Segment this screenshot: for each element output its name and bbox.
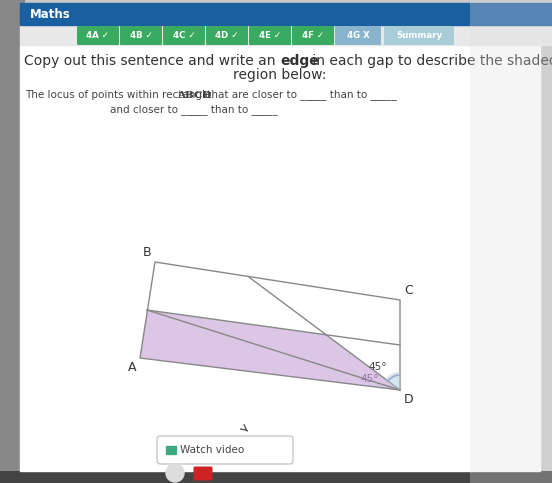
Wedge shape [385, 372, 400, 390]
Bar [20, 25, 552, 45]
Bar [20, 46, 540, 471]
Circle shape [166, 464, 184, 482]
FancyBboxPatch shape [292, 26, 334, 45]
Text: region below:: region below: [233, 68, 327, 82]
Text: 45°: 45° [360, 374, 379, 384]
Text: D: D [404, 393, 413, 406]
Text: 4D ✓: 4D ✓ [215, 31, 239, 40]
Text: C: C [404, 284, 413, 297]
FancyBboxPatch shape [157, 436, 293, 464]
Text: B: B [142, 246, 151, 259]
Text: Watch video: Watch video [180, 445, 244, 455]
Polygon shape [470, 0, 552, 483]
Text: Maths: Maths [30, 8, 71, 20]
Text: Summary: Summary [396, 31, 442, 40]
FancyBboxPatch shape [163, 26, 205, 45]
Text: 4B ✓: 4B ✓ [130, 31, 152, 40]
Text: that are closer to _____ than to _____: that are closer to _____ than to _____ [204, 89, 396, 100]
FancyBboxPatch shape [77, 26, 119, 45]
Text: edge: edge [280, 54, 319, 68]
Text: in each gap to describe the shaded: in each gap to describe the shaded [308, 54, 552, 68]
Text: 4F ✓: 4F ✓ [302, 31, 324, 40]
FancyBboxPatch shape [194, 467, 213, 481]
FancyBboxPatch shape [335, 26, 381, 45]
Text: and closer to _____ than to _____: and closer to _____ than to _____ [110, 104, 278, 115]
Text: 4G X: 4G X [347, 31, 369, 40]
Text: Copy out this sentence and write an: Copy out this sentence and write an [24, 54, 280, 68]
FancyBboxPatch shape [249, 26, 291, 45]
Polygon shape [0, 0, 25, 483]
Polygon shape [0, 471, 552, 483]
Text: 4A ✓: 4A ✓ [87, 31, 109, 40]
Text: 45°: 45° [368, 362, 386, 372]
Text: ABCD: ABCD [177, 90, 211, 99]
Bar [166, 446, 176, 454]
FancyBboxPatch shape [384, 26, 454, 45]
Polygon shape [140, 310, 400, 390]
Bar [20, 3, 552, 25]
Text: 4C ✓: 4C ✓ [173, 31, 195, 40]
Text: The locus of points within rectangle: The locus of points within rectangle [25, 90, 215, 100]
Text: A: A [128, 361, 136, 374]
FancyBboxPatch shape [120, 26, 162, 45]
FancyBboxPatch shape [206, 26, 248, 45]
Text: 4E ✓: 4E ✓ [259, 31, 281, 40]
